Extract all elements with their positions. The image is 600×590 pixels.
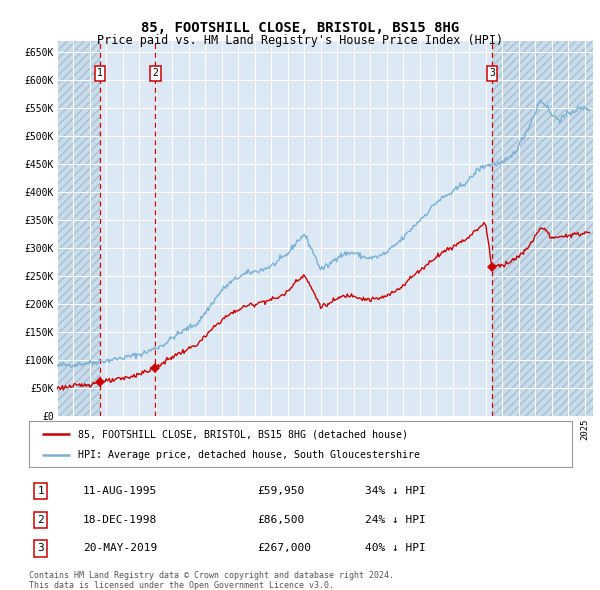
- Text: 11-AUG-1995: 11-AUG-1995: [83, 486, 157, 496]
- Text: 85, FOOTSHILL CLOSE, BRISTOL, BS15 8HG (detached house): 85, FOOTSHILL CLOSE, BRISTOL, BS15 8HG (…: [77, 429, 407, 439]
- Text: £267,000: £267,000: [257, 543, 311, 553]
- Text: 34% ↓ HPI: 34% ↓ HPI: [365, 486, 426, 496]
- Text: 1: 1: [97, 68, 103, 78]
- Text: 1: 1: [37, 486, 44, 496]
- Bar: [492, 41, 593, 416]
- Text: HPI: Average price, detached house, South Gloucestershire: HPI: Average price, detached house, Sout…: [77, 450, 419, 460]
- Bar: [57, 41, 100, 416]
- Bar: [155, 41, 492, 416]
- Text: 18-DEC-1998: 18-DEC-1998: [83, 515, 157, 525]
- Text: Price paid vs. HM Land Registry's House Price Index (HPI): Price paid vs. HM Land Registry's House …: [97, 34, 503, 47]
- Text: Contains HM Land Registry data © Crown copyright and database right 2024.
This d: Contains HM Land Registry data © Crown c…: [29, 571, 394, 590]
- Text: 3: 3: [37, 543, 44, 553]
- Text: 20-MAY-2019: 20-MAY-2019: [83, 543, 157, 553]
- Text: 2: 2: [37, 515, 44, 525]
- Text: 3: 3: [489, 68, 495, 78]
- Text: 85, FOOTSHILL CLOSE, BRISTOL, BS15 8HG: 85, FOOTSHILL CLOSE, BRISTOL, BS15 8HG: [141, 21, 459, 35]
- Text: 2: 2: [152, 68, 158, 78]
- Bar: [100, 41, 155, 416]
- Text: 40% ↓ HPI: 40% ↓ HPI: [365, 543, 426, 553]
- Text: £86,500: £86,500: [257, 515, 304, 525]
- Text: 24% ↓ HPI: 24% ↓ HPI: [365, 515, 426, 525]
- Text: £59,950: £59,950: [257, 486, 304, 496]
